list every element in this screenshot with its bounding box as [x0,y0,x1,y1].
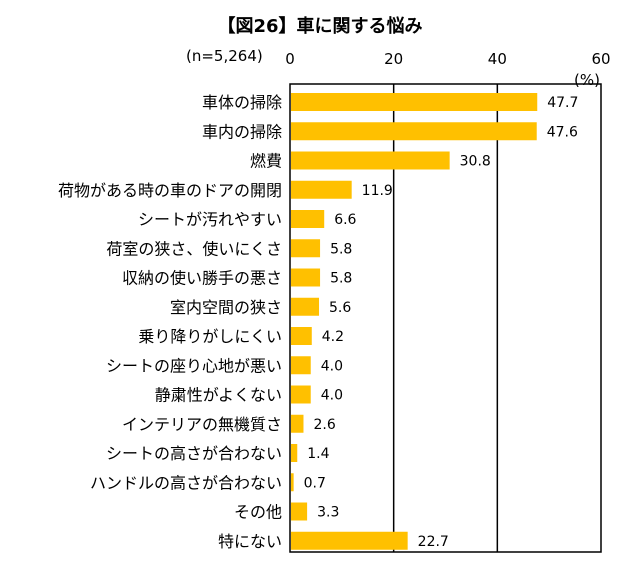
category-label: 燃費 [250,152,282,171]
bar [291,122,537,141]
value-label: 2.6 [313,417,335,433]
bar [291,473,294,492]
bar [291,297,320,316]
value-label: 4.0 [321,358,343,374]
bar [291,502,308,521]
value-label: 0.7 [304,475,326,491]
plot-frame [289,83,602,553]
bar [291,531,408,550]
value-label: 22.7 [418,534,449,550]
value-label: 3.3 [317,505,339,521]
category-label: 室内空間の狭さ [170,298,282,317]
bar [291,327,312,345]
value-label: 1.4 [307,446,329,462]
category-label: その他 [234,503,282,522]
bar [291,210,325,228]
bar [291,444,298,462]
x-tick-label: 0 [285,50,295,68]
category-label: 特にない [218,532,282,551]
value-label: 4.0 [321,388,343,404]
category-label: 静粛性がよくない [155,386,282,405]
value-label: 30.8 [460,154,491,170]
category-label: ハンドルの高さが合わない [90,473,282,492]
value-label: 47.6 [547,124,578,140]
category-label: インテリアの無機質さ [122,415,282,434]
bar [291,414,304,433]
category-label: 収納の使い勝手の悪さ [122,269,282,288]
category-label: 荷室の狭さ、使いにくさ [106,239,282,258]
x-axis-ticks: 0 20 40 60 [285,50,610,68]
bar [291,385,311,404]
value-label: 47.7 [547,95,578,111]
value-label: 11.9 [362,183,393,199]
chart-title: 【図26】車に関する悩み [217,16,423,37]
value-labels: 47.7 47.6 30.8 11.9 6.6 5.8 5.8 5.6 4.2 4.0 4.0 2.6… [304,95,579,550]
category-labels: 車体の掃除車内の掃除燃費荷物がある時の車のドアの開閉シートが汚れやすい荷室の狭さ… [58,93,282,551]
bar [291,151,450,170]
category-label: シートの座り心地が悪い [106,356,282,375]
bar [291,356,311,375]
value-label: 6.6 [334,212,356,228]
bar [291,180,352,199]
x-tick-label: 20 [384,50,403,68]
bar [291,239,321,258]
value-label: 5.8 [330,241,352,257]
bars [291,93,538,550]
category-label: 乗り降りがしにくい [138,327,282,346]
x-tick-label: 60 [591,50,610,68]
x-tick-label: 40 [488,50,507,68]
category-label: 荷物がある時の車のドアの開閉 [58,181,282,200]
value-label: 5.6 [329,300,351,316]
sample-size-note: (n=5,264) [186,47,263,65]
bar [291,93,538,111]
category-label: シートが汚れやすい [138,210,282,229]
category-label: 車体の掃除 [202,93,282,112]
value-label: 5.8 [330,271,352,287]
category-label: 車内の掃除 [202,122,282,141]
bar [291,268,321,287]
category-label: シートの高さが合わない [106,444,282,463]
value-label: 4.2 [322,329,344,345]
